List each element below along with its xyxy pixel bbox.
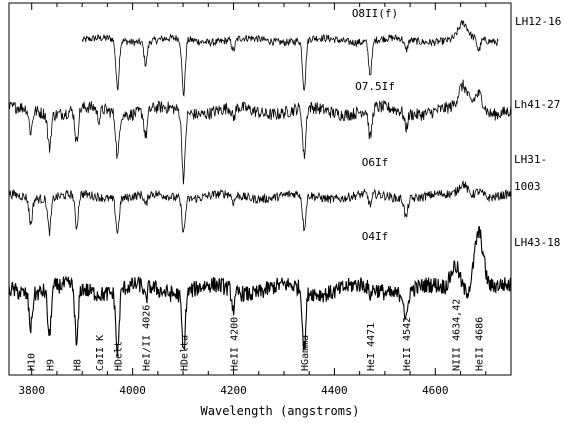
line-id-label: HeII 4686 [475,317,486,371]
line-id-label: HeI 4471 [366,323,377,371]
star-label: LH12-16 [515,15,561,28]
line-id-label: HeI/II 4026 [142,305,153,371]
spectral-type-label: O6If [362,156,389,169]
spectrum-labels: O8II(f) LH12-16 O7.5If Lh41-27 O6If LH31- 1003… [352,7,562,249]
plot-frame [8,2,512,376]
spectrum-line [8,79,512,185]
line-id-label: NIII 4634,42 [452,299,463,371]
spectrum-line [8,226,512,357]
star-label: Lh41-27 [514,98,560,111]
x-axis-title: Wavelength (angstroms) [201,404,360,418]
spectrum-line [8,180,512,237]
star-label: LH31- [514,153,547,166]
spectral-type-label: O7.5If [355,80,395,93]
line-id-label: HDelt [114,341,125,371]
line-id-label: H9 [45,359,56,371]
line-id-label: CaII K [95,335,106,371]
spectrum-line [81,19,499,97]
spectra [8,19,512,357]
line-id-label: H10 [27,353,38,371]
star-label-cont: 1003 [514,180,541,193]
spectral-type-label: O4If [362,230,389,243]
x-tick-label: 4000 [119,384,146,397]
x-tick-label: 4600 [422,384,449,397]
x-tick-label: 4400 [321,384,348,397]
line-id-label: HDelta [180,335,191,371]
line-id-label: H8 [73,359,84,371]
x-tick-label: 4200 [220,384,247,397]
line-identifications: H10 H9 H8 CaII K HDelt HeI/II 4026 HDelta HeII … [27,299,486,371]
x-tick-label: 3800 [18,384,45,397]
line-id-label: HGamma [300,335,311,371]
star-label: LH43-18 [514,236,560,249]
line-id-label: HeII 4200 [230,317,241,371]
spectral-type-label: O8II(f) [352,7,398,20]
line-id-label: HeII 4542 [402,317,413,371]
x-axis: 3800 4000 4200 4400 4600 [18,3,487,397]
